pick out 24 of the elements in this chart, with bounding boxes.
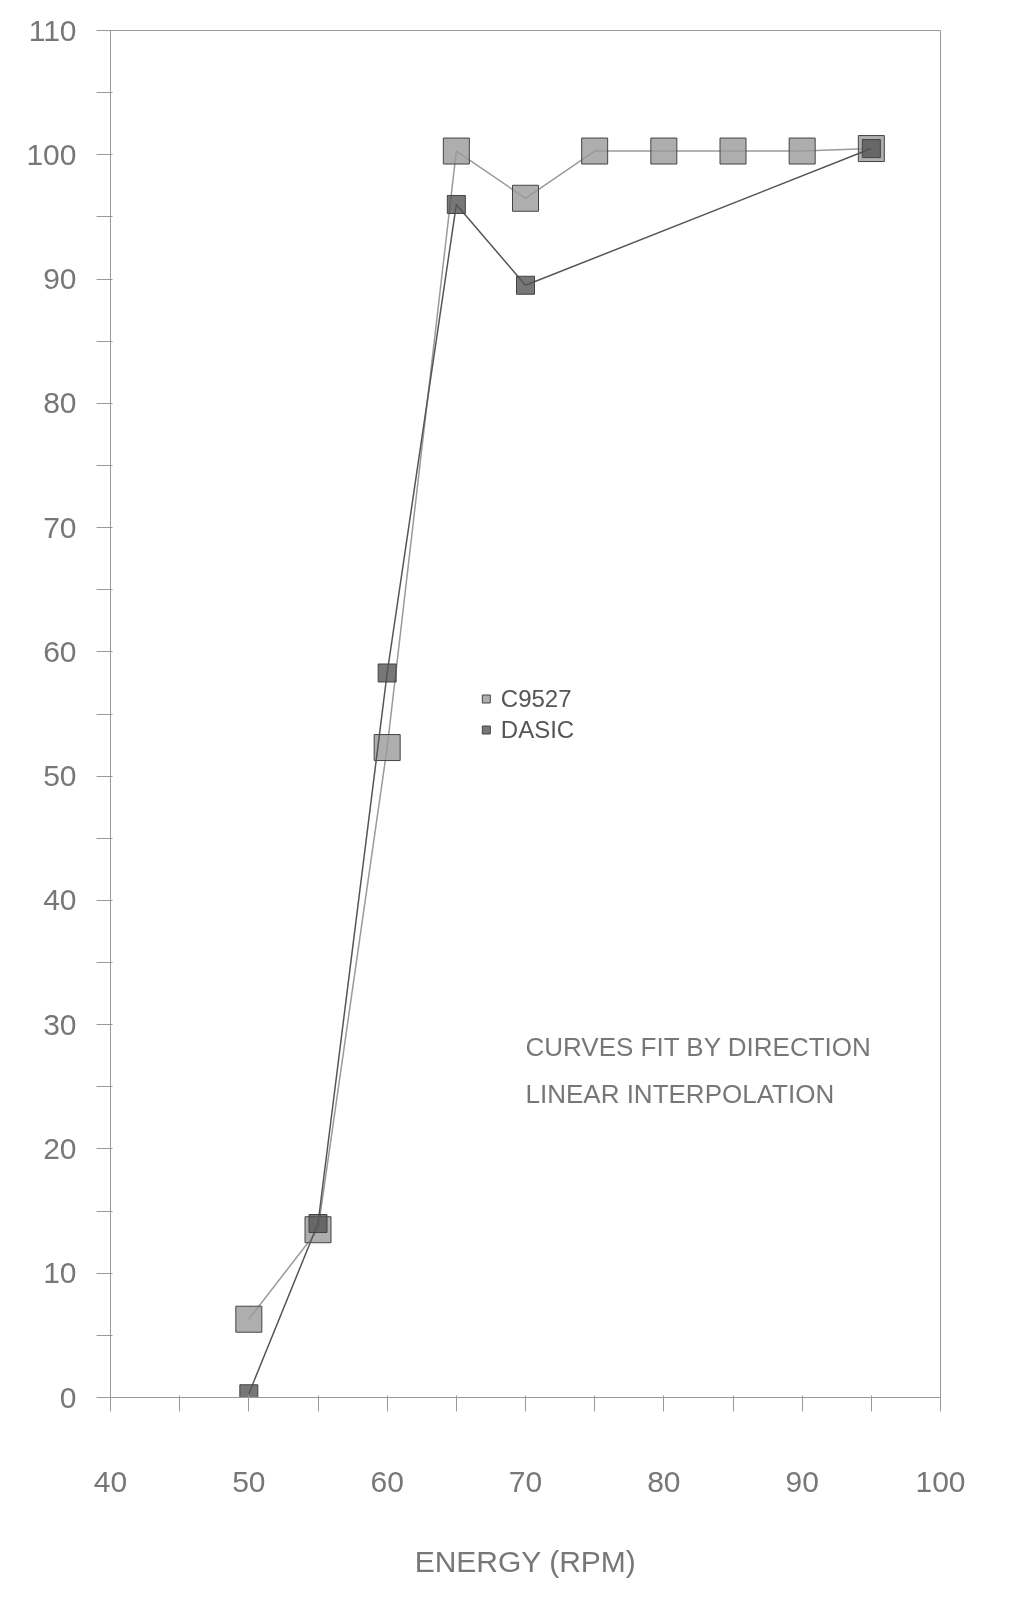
x-tick-label: 40 [93,1464,128,1498]
annotation: LINEAR INTERPOLATION [525,1079,835,1110]
x-tick-label: 50 [232,1464,266,1498]
y-tick-label: 70 [43,510,77,544]
x-tick-label: 80 [647,1464,681,1498]
y-tick-label: 80 [43,386,77,420]
y-tick-label: 100 [26,137,77,171]
x-tick-label: 100 [915,1464,966,1498]
x-tick-label: 70 [508,1464,543,1498]
y-tick-label: 110 [28,13,77,47]
x-tick-label: 60 [370,1464,404,1498]
x-axis-title: ENERGY (RPM) [414,1544,636,1578]
y-tick-label: 50 [43,759,77,793]
y-tick-label: 90 [43,262,77,296]
y-tick-label: 30 [43,1007,77,1041]
y-tick-label: 10 [43,1256,77,1290]
y-tick-label: 40 [43,883,77,917]
x-tick-label: 90 [785,1464,819,1498]
y-tick-label: 0 [59,1380,77,1414]
legend-label: C9527 [500,684,572,712]
y-tick-label: 60 [43,634,77,668]
y-tick-label: 20 [43,1131,77,1165]
annotation: CURVES FIT BY DIRECTION [525,1031,871,1062]
legend-label: DASIC [500,715,575,743]
